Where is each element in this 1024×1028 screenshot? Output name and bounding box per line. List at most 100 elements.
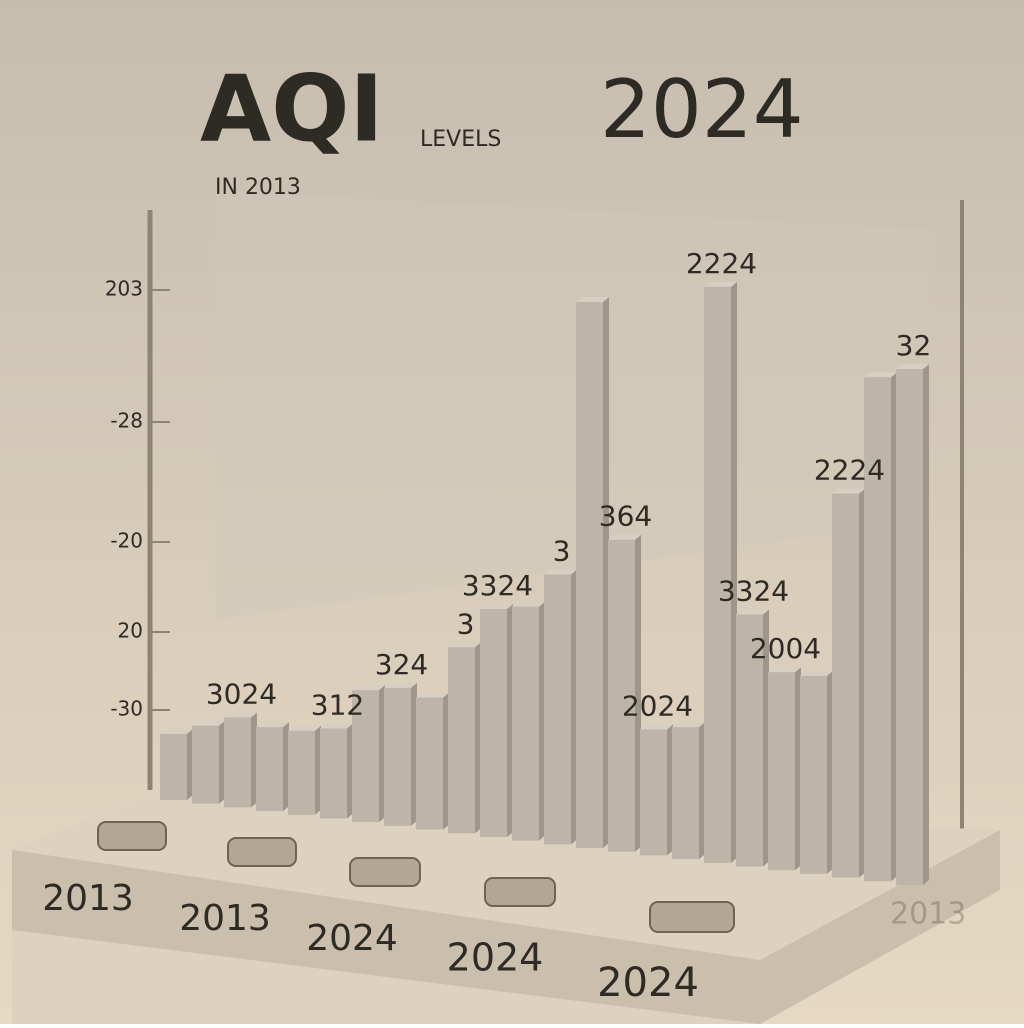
bar-side xyxy=(795,667,801,871)
bar-top xyxy=(608,534,641,540)
bar-annotation: 3324 xyxy=(462,569,533,602)
bar xyxy=(352,690,379,823)
bar-top xyxy=(576,297,609,303)
bar xyxy=(576,302,603,849)
bar-side xyxy=(347,723,353,819)
x-category-label: 2013 xyxy=(179,898,271,939)
bar-side xyxy=(187,729,193,800)
bar xyxy=(608,539,635,852)
bar-side xyxy=(571,569,577,845)
car xyxy=(649,901,735,933)
bar-top xyxy=(896,364,929,369)
car xyxy=(484,877,556,907)
bar-top xyxy=(448,642,481,648)
bar-top xyxy=(192,720,225,726)
bar-annotation: 2224 xyxy=(686,247,757,280)
bar-annotation: 3 xyxy=(553,534,571,567)
y-tick-label: -20 xyxy=(110,529,143,553)
bar-annotation: 3 xyxy=(457,607,475,640)
bar-side xyxy=(379,685,385,823)
bar-top xyxy=(768,667,801,673)
bar-top xyxy=(512,601,545,607)
base-side xyxy=(12,830,1000,1024)
bar-top xyxy=(672,722,705,728)
bar-side xyxy=(411,682,417,826)
back-panel xyxy=(215,190,930,620)
bar xyxy=(800,675,827,874)
bar-annotation: 312 xyxy=(311,688,364,721)
bar xyxy=(416,697,443,830)
bar-top xyxy=(704,281,737,287)
bar-side xyxy=(315,725,321,815)
bar-annotation: 3024 xyxy=(206,677,277,710)
bar xyxy=(160,734,187,800)
bar-side xyxy=(475,642,481,834)
bar-side xyxy=(443,692,449,830)
bar-top xyxy=(480,603,513,609)
bar-annotation: 324 xyxy=(375,648,428,681)
bar-top xyxy=(544,569,577,575)
bar xyxy=(704,286,731,863)
bar xyxy=(192,725,219,804)
x-category-label: 2024 xyxy=(306,918,398,959)
bar-top xyxy=(384,682,417,688)
bar-annotation: 3324 xyxy=(718,575,789,608)
bar-top xyxy=(288,725,321,731)
cars xyxy=(97,821,735,933)
bar-top xyxy=(800,670,833,676)
bar xyxy=(480,608,507,837)
bar xyxy=(896,369,923,885)
bar xyxy=(224,717,251,808)
bar-annotation: 2024 xyxy=(622,689,693,722)
bar-annotation: 32 xyxy=(896,329,932,362)
bar-side xyxy=(923,364,929,885)
y-tick-label: 203 xyxy=(105,277,143,301)
car xyxy=(97,821,167,851)
chart-subtitle: LEVELS xyxy=(420,127,501,152)
bar-side xyxy=(283,722,289,812)
bar-side xyxy=(859,488,865,878)
bar-top xyxy=(352,685,385,691)
bar-top xyxy=(160,729,193,734)
note: IN 2013 xyxy=(215,175,301,200)
bar-top xyxy=(320,723,353,729)
bar-top xyxy=(832,488,865,494)
bar xyxy=(544,574,571,845)
bar-side xyxy=(891,372,897,882)
bar-side xyxy=(603,297,609,849)
y-tick-label: -28 xyxy=(110,409,143,433)
x-category-label: 2013 xyxy=(42,878,134,919)
y-tick-label: 20 xyxy=(118,619,143,643)
bar-top xyxy=(864,372,897,378)
bar-side xyxy=(827,670,833,874)
bar xyxy=(448,647,475,834)
bar-top xyxy=(256,722,289,728)
bar xyxy=(384,687,411,826)
bar xyxy=(768,672,795,871)
bar xyxy=(672,727,699,860)
car xyxy=(227,837,297,867)
x-category-label: 2024 xyxy=(597,960,699,1006)
bar-side xyxy=(731,281,737,863)
bar-side xyxy=(635,534,641,852)
bar-side xyxy=(763,609,769,867)
bar xyxy=(288,730,315,815)
x-category-label: 2024 xyxy=(447,936,544,980)
bar-side xyxy=(699,722,705,860)
bar xyxy=(832,493,859,878)
bar xyxy=(320,728,347,819)
bar xyxy=(256,727,283,812)
bar xyxy=(864,377,891,882)
bar-annotation: 2004 xyxy=(750,632,821,665)
chart-title: AQI xyxy=(200,55,384,162)
car xyxy=(349,857,421,887)
title-year: 2024 xyxy=(600,63,804,156)
bar-top xyxy=(640,724,673,730)
bar-side xyxy=(539,601,545,841)
bar-annotation: 2224 xyxy=(814,454,885,487)
bar-side xyxy=(507,603,513,837)
bar-annotation: 364 xyxy=(599,500,652,533)
bar-top xyxy=(736,609,769,615)
